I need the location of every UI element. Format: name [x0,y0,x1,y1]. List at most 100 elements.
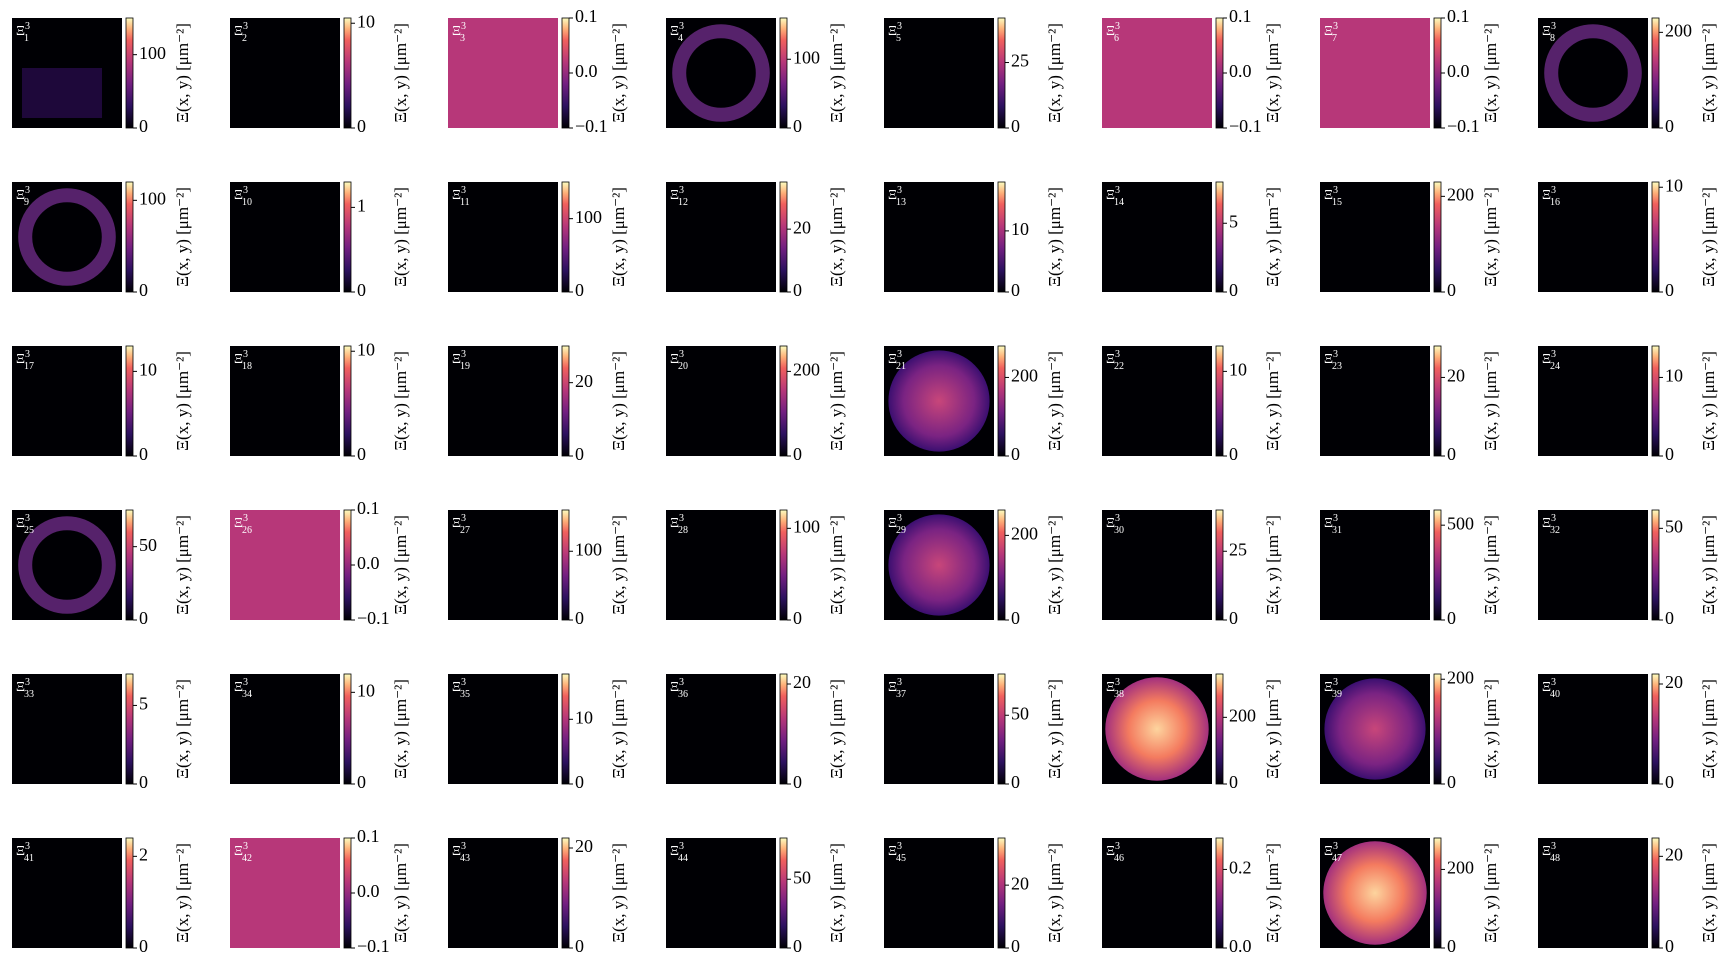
colorbar-label: Ξ(x, y) [μm⁻²] [391,843,410,943]
panel-label: Ξ3 25 [16,513,34,536]
colorbar-tick-label: 0 [1011,280,1020,300]
label-sup: 3 [243,841,248,852]
colorbar-tick-label: 0 [1011,444,1020,464]
heatmap-pattern [888,350,990,452]
panel: Ξ3 36 0 20 Ξ(x, y) [μm⁻²] [666,672,846,792]
panel: Ξ3 43 0 20 Ξ(x, y) [μm⁻²] [448,836,628,956]
colorbar-tick-label: −0.1 [357,608,390,628]
colorbar-tick-label: 10 [1229,360,1247,380]
label-sup: 3 [1333,349,1338,360]
colorbar-tick-label: 20 [793,217,811,237]
panel-label: Ξ3 27 [452,513,470,536]
label-symbol: Ξ [670,188,679,203]
label-sup: 3 [1551,513,1556,524]
label-sub: 28 [678,525,688,536]
label-symbol: Ξ [452,516,461,531]
panel: Ξ3 32 0 50 Ξ(x, y) [μm⁻²] [1538,509,1718,628]
colorbar [1433,181,1442,293]
heatmap-image [1538,346,1648,456]
colorbar-label: Ξ(x, y) [μm⁻²] [827,515,846,615]
colorbar [779,837,788,949]
heatmap-image [230,674,340,784]
label-sub: 38 [1114,689,1124,700]
label-symbol: Ξ [234,844,243,859]
label-symbol: Ξ [452,844,461,859]
colorbar [343,837,352,949]
label-sup: 3 [461,677,466,688]
colorbar-label: Ξ(x, y) [μm⁻²] [1045,679,1064,779]
panel: Ξ3 48 0 20 Ξ(x, y) [μm⁻²] [1538,837,1718,956]
heatmap-image [1102,346,1212,456]
colorbar-tick-label: 20 [1447,366,1465,386]
panel-label: Ξ3 40 [1542,677,1560,700]
colorbar-tick-label: 100 [575,207,602,227]
label-sub: 42 [242,853,252,864]
label-sup: 3 [243,21,248,32]
colorbar [561,181,570,293]
colorbar-label: Ξ(x, y) [μm⁻²] [1699,351,1718,451]
colorbar-tick-label: 0.0 [1229,61,1252,81]
panel-label: Ξ3 48 [1542,841,1560,864]
colorbar-tick-label: 10 [357,680,375,700]
label-symbol: Ξ [16,188,25,203]
colorbar-tick-label: 0 [1665,936,1674,956]
colorbar-tick-label: 0 [357,116,366,136]
panel-label: Ξ3 24 [1542,349,1560,372]
colorbar-tick-label: 50 [1011,703,1029,723]
panel-label: Ξ3 31 [1324,513,1342,536]
heatmap-image [230,182,340,292]
colorbar-tick-label: 0 [139,280,148,300]
panel-label: Ξ3 30 [1106,513,1124,536]
colorbar-label: Ξ(x, y) [μm⁻²] [609,843,628,943]
colorbar-tick-label: 0 [575,280,584,300]
colorbar-label: Ξ(x, y) [μm⁻²] [391,515,410,615]
colorbar-tick-label: 0 [139,116,148,136]
colorbar-label: Ξ(x, y) [μm⁻²] [609,187,628,287]
colorbar-tick-label: 0.1 [575,6,598,26]
panel-label: Ξ3 12 [670,185,688,208]
colorbar-label: Ξ(x, y) [μm⁻²] [827,843,846,943]
colorbar-tick-label: −0.1 [575,116,608,136]
label-symbol: Ξ [670,844,679,859]
label-sup: 3 [25,185,30,196]
panel: Ξ3 30 0 25 Ξ(x, y) [μm⁻²] [1102,509,1282,628]
label-symbol: Ξ [452,24,461,39]
colorbar-label: Ξ(x, y) [μm⁻²] [1045,515,1064,615]
colorbar-tick-label: 200 [1665,20,1692,40]
label-sup: 3 [1551,349,1556,360]
colorbar [125,673,134,785]
panel-label: Ξ3 47 [1324,841,1342,864]
label-sub: 27 [460,525,470,536]
colorbar-tick-label: 0 [575,772,584,792]
label-sup: 3 [1115,349,1120,360]
colorbar-tick-label: 0 [793,116,802,136]
panel: Ξ3 1 0 100 Ξ(x, y) [μm⁻²] [12,17,192,136]
label-sub: 21 [896,361,906,372]
colorbar-tick-label: 10 [357,11,375,31]
label-sup: 3 [679,841,684,852]
colorbar-tick-label: 5 [1229,211,1238,231]
panel: Ξ3 15 0 200 Ξ(x, y) [μm⁻²] [1320,181,1500,300]
heatmap-image [1102,838,1212,948]
colorbar-label: Ξ(x, y) [μm⁻²] [1263,843,1282,943]
colorbar-tick-label: 1 [357,196,366,216]
colorbar [1651,509,1660,621]
colorbar-tick-label: 0.0 [357,881,380,901]
panel: Ξ3 10 0 1 Ξ(x, y) [μm⁻²] [230,181,410,300]
colorbar [779,17,788,129]
label-sub: 2 [242,33,247,44]
panel: Ξ3 26 −0.1 0.0 0.1 Ξ(x, y) [μm⁻²] [230,498,410,628]
colorbar-tick-label: 20 [793,672,811,692]
colorbar-tick-label: 200 [1011,524,1038,544]
colorbar [779,509,788,621]
heatmap-image [666,510,776,620]
colorbar-tick-label: 0 [139,936,148,956]
panel: Ξ3 34 0 10 Ξ(x, y) [μm⁻²] [230,673,410,792]
colorbar [125,181,134,293]
colorbar [1215,17,1224,129]
heatmap-image [230,510,340,620]
label-sub: 11 [460,197,470,208]
colorbar-tick-label: 0 [1665,608,1674,628]
label-symbol: Ξ [16,352,25,367]
colorbar [1215,181,1224,293]
